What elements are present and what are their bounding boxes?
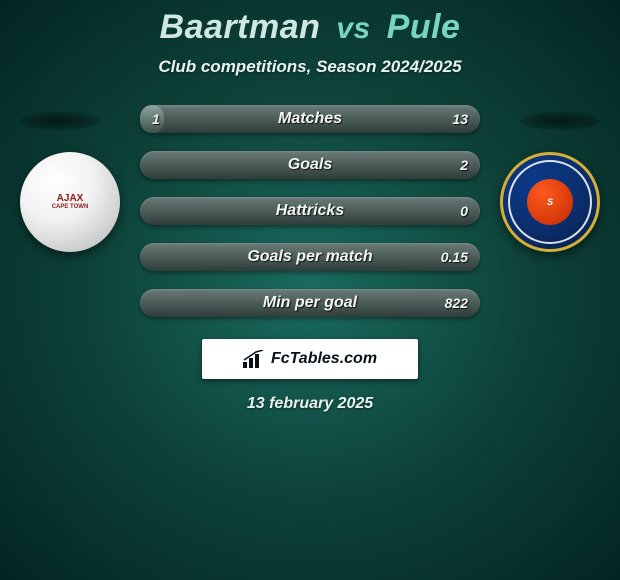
stat-label: Goals: [288, 156, 332, 174]
player2-name: Pule: [387, 8, 461, 46]
club-crest-right: S: [500, 152, 600, 252]
comparison-title: Baartman vs Pule: [160, 8, 461, 47]
comparison-date: 13 february 2025: [247, 395, 373, 413]
stat-right-value: 2: [460, 157, 468, 173]
club-crest-left: AJAX CAPE TOWN: [20, 152, 120, 252]
stat-label: Min per goal: [263, 294, 357, 312]
stat-left-value: 1: [152, 111, 160, 127]
stat-label: Matches: [278, 110, 342, 128]
stat-bar: Hattricks 0: [140, 197, 480, 225]
comparison-panel: AJAX CAPE TOWN S 1 Matches 13 Goals 2 Ha…: [0, 77, 620, 580]
stat-bars: 1 Matches 13 Goals 2 Hattricks 0 Goals p…: [140, 105, 480, 317]
crest-left-label: AJAX CAPE TOWN: [52, 193, 89, 211]
stat-bar: 1 Matches 13: [140, 105, 480, 133]
player2-shadow: [520, 112, 600, 130]
crest-left-line1: AJAX: [52, 193, 89, 204]
season-subtitle: Club competitions, Season 2024/2025: [158, 57, 461, 77]
stat-right-value: 0.15: [441, 249, 468, 265]
stat-right-value: 13: [452, 111, 468, 127]
player1-name: Baartman: [160, 8, 321, 46]
stat-bar: Goals per match 0.15: [140, 243, 480, 271]
stat-label: Goals per match: [247, 248, 372, 266]
vs-label: vs: [336, 12, 370, 45]
brand-text: FcTables.com: [271, 350, 377, 368]
stat-right-value: 0: [460, 203, 468, 219]
player1-shadow: [20, 112, 100, 130]
stat-label: Hattricks: [276, 202, 344, 220]
stat-bar: Min per goal 822: [140, 289, 480, 317]
stat-bar: Goals 2: [140, 151, 480, 179]
chart-icon: [243, 350, 265, 368]
stat-right-value: 822: [445, 295, 468, 311]
crest-right-ring: [508, 160, 592, 244]
crest-left-line2: CAPE TOWN: [52, 204, 89, 211]
brand-badge: FcTables.com: [202, 339, 418, 379]
